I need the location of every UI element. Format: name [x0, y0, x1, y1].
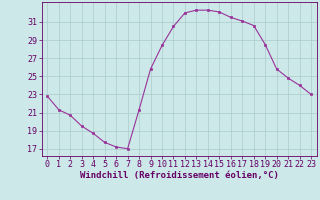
- X-axis label: Windchill (Refroidissement éolien,°C): Windchill (Refroidissement éolien,°C): [80, 171, 279, 180]
